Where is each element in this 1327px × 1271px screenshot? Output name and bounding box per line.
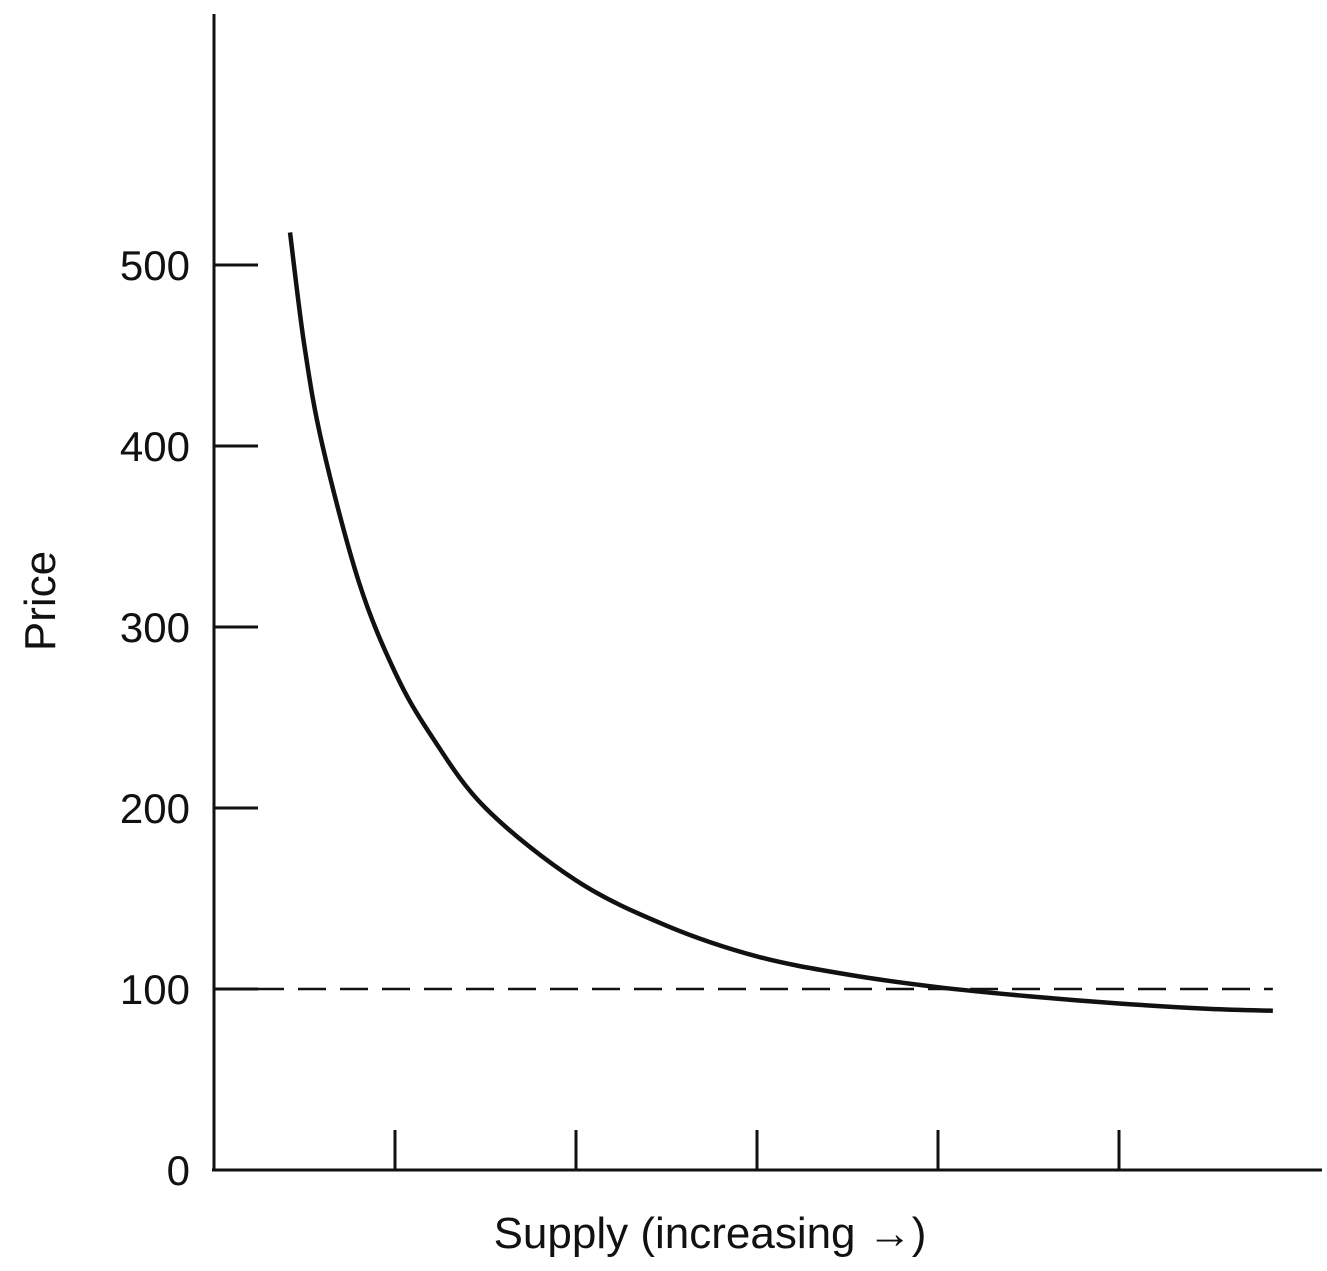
x-ticks — [393, 1130, 1121, 1170]
y-tick-label: 100 — [120, 966, 190, 1013]
x-axis-title: Supply (increasing →) — [494, 1209, 927, 1258]
y-tick-label: 400 — [120, 423, 190, 470]
y-ticks: 0 100 200 300 400 500 — [120, 242, 258, 1194]
series-group — [214, 232, 1273, 1013]
y-axis-title: Price — [16, 551, 65, 651]
y-tick-label: 500 — [120, 242, 190, 289]
y-tick-label: 200 — [120, 785, 190, 832]
price-curve — [287, 232, 1273, 1013]
y-tick-label: 300 — [120, 604, 190, 651]
y-tick-label: 0 — [167, 1147, 190, 1194]
